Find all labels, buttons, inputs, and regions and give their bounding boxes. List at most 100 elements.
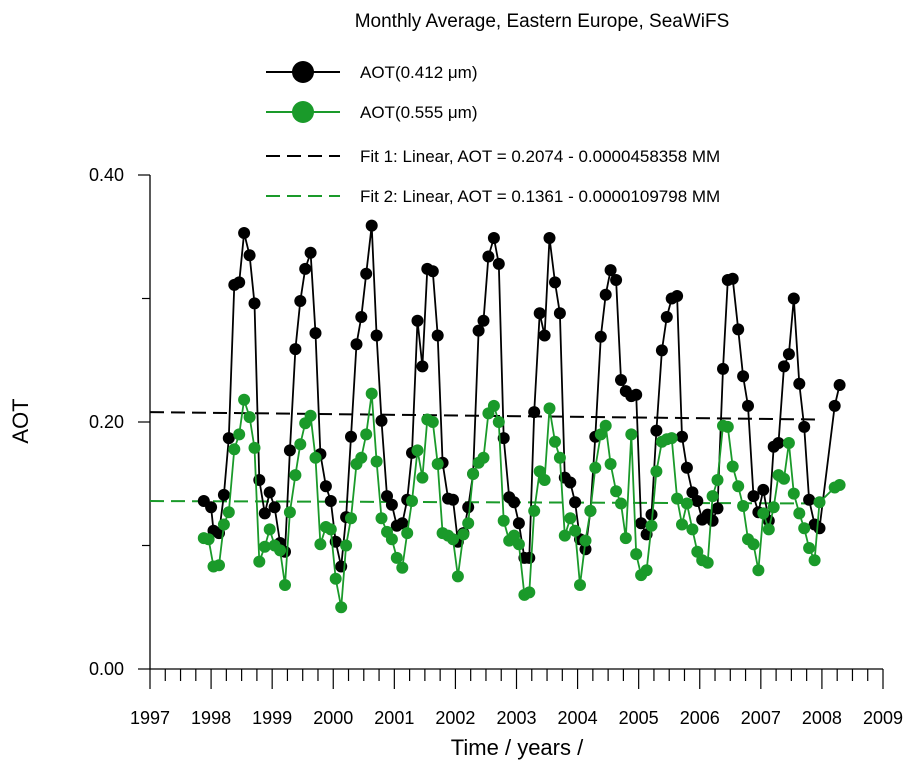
data-point <box>671 290 684 302</box>
data-point <box>248 297 261 310</box>
fit-line <box>149 500 822 505</box>
data-point <box>589 461 602 474</box>
data-point <box>345 512 357 525</box>
data-point <box>238 393 251 406</box>
x-tick-label: 2003 <box>496 708 536 728</box>
fit-line <box>149 411 822 421</box>
data-point <box>467 467 480 480</box>
legend: AOT(0.412 μm) AOT(0.555 μm) Fit 1: Linear,… <box>266 61 720 206</box>
data-point <box>462 501 475 514</box>
data-point <box>385 533 398 546</box>
data-point <box>268 501 281 514</box>
data-point <box>492 416 505 428</box>
data-point <box>477 451 490 464</box>
data-point <box>640 564 653 577</box>
data-point <box>630 388 643 401</box>
data-point <box>549 276 561 289</box>
data-point <box>213 559 225 572</box>
x-tick-label: 2005 <box>619 708 659 728</box>
data-point <box>655 344 668 357</box>
data-point <box>778 360 790 373</box>
data-point <box>365 219 378 232</box>
data-point <box>426 416 439 428</box>
data-point <box>329 572 342 585</box>
data-point <box>625 428 638 441</box>
data-point <box>726 460 739 473</box>
x-tick-label: 2000 <box>313 708 353 728</box>
data-point <box>798 522 811 535</box>
data-point <box>584 504 597 517</box>
data-point <box>538 474 551 486</box>
data-point <box>706 490 719 503</box>
data-point <box>447 533 459 546</box>
x-tick-label: 2009 <box>863 708 903 728</box>
data-point <box>660 311 673 323</box>
data-point <box>579 543 592 556</box>
x-tick-label: 2004 <box>558 708 598 728</box>
x-tick-label: 2002 <box>435 708 475 728</box>
data-point <box>447 493 459 506</box>
data-point <box>752 564 765 577</box>
data-point <box>340 539 353 552</box>
data-point <box>686 523 699 536</box>
y-axis-label: AOT <box>8 398 33 443</box>
data-point <box>319 480 332 493</box>
data-point <box>243 249 256 262</box>
data-point <box>512 517 525 530</box>
data-point <box>680 497 693 510</box>
data-point <box>680 461 693 474</box>
data-point <box>233 428 246 441</box>
data-point <box>564 512 577 525</box>
data-point <box>217 488 230 501</box>
data-point <box>523 551 536 564</box>
data-point <box>737 500 750 512</box>
data-point <box>289 343 302 356</box>
data-point <box>833 479 846 491</box>
data-point <box>299 262 312 275</box>
data-point <box>569 496 582 509</box>
data-point <box>717 362 729 375</box>
data-point <box>813 496 826 509</box>
x-tick-label: 1998 <box>191 708 231 728</box>
x-tick-label: 2006 <box>680 708 720 728</box>
data-point <box>263 486 276 499</box>
data-point <box>782 348 795 361</box>
data-point <box>599 419 612 432</box>
data-point <box>615 374 627 386</box>
data-point <box>370 329 383 342</box>
data-point <box>543 402 556 415</box>
data-point <box>482 250 495 263</box>
data-point <box>706 514 719 527</box>
data-point <box>406 495 418 507</box>
data-point <box>742 399 754 412</box>
data-point <box>579 534 592 547</box>
legend-label: Fit 1: Linear, AOT = 0.2074 - 0.00004583… <box>360 147 720 166</box>
data-point <box>767 501 780 514</box>
data-point <box>314 538 327 551</box>
data-point <box>365 387 378 400</box>
plot-area <box>149 219 846 614</box>
data-point <box>732 323 745 336</box>
data-point <box>355 311 368 323</box>
data-point <box>558 529 571 542</box>
data-point <box>533 307 546 320</box>
data-point <box>416 471 429 484</box>
data-point <box>523 586 536 599</box>
data-point <box>732 480 745 493</box>
data-point <box>604 264 617 277</box>
legend-marker <box>292 101 314 123</box>
data-point <box>772 437 785 449</box>
legend-label: AOT(0.555 μm) <box>360 103 478 122</box>
data-point <box>451 570 464 583</box>
data-point <box>477 314 490 327</box>
data-point <box>553 307 566 320</box>
data-point <box>222 506 235 519</box>
data-point <box>528 504 541 517</box>
data-point <box>385 498 398 511</box>
y-tick-label: 0.00 <box>89 659 124 679</box>
data-point <box>426 265 439 278</box>
data-point <box>304 409 317 422</box>
data-point <box>401 527 414 540</box>
data-point <box>665 432 678 445</box>
